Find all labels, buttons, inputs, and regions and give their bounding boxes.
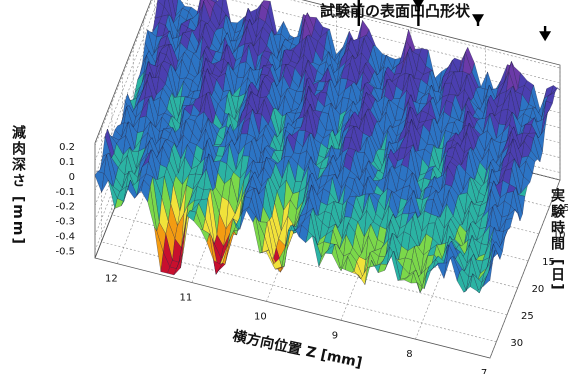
axis-ticks: 0.20.10-0.1-0.2-0.3-0.4-0.50.20.10-0.1-0…	[55, 142, 568, 374]
annotation-arrow	[472, 14, 485, 26]
annotation-arrows	[357, 0, 552, 42]
y-tick-label: 20	[532, 284, 545, 295]
z-tick-label: -0.1	[55, 187, 75, 198]
y-tick-label: 5	[563, 203, 568, 214]
surface-cell	[483, 262, 493, 287]
z-tick-label: 0	[69, 172, 75, 183]
x-tick-label: 9	[332, 330, 338, 341]
z-tick-label: -0.3	[55, 217, 75, 228]
y-tick-label: 30	[510, 338, 523, 349]
z-axis-label-text: 減肉深さ [mm]	[10, 124, 26, 246]
z-tick-label: 0.1	[59, 157, 75, 168]
annotation-arrow	[412, 0, 424, 26]
x-tick-label: 7	[481, 368, 487, 374]
y-tick-label: 25	[521, 311, 534, 322]
x-axis-label: 横方向位置 Z [mm]	[231, 327, 364, 371]
y-tick-label: 10	[553, 230, 566, 241]
surface-plot	[94, 0, 561, 294]
y-axis-label: 実験時間 [日]	[549, 187, 565, 291]
x-tick-label: 11	[180, 293, 193, 304]
annotation-arrow	[539, 26, 552, 42]
z-tick-label: -0.5	[55, 247, 75, 258]
z-tick-label: -0.4	[55, 232, 75, 243]
annotation-label: 試験前の表面凹凸形状	[320, 2, 471, 20]
x-tick-label: 8	[406, 349, 412, 360]
y-axis-label-text: 実験時間 [日]	[549, 187, 565, 291]
annotation-arrow	[357, 0, 360, 26]
surface-cell	[199, 0, 206, 12]
z-tick-label: -0.2	[55, 202, 75, 213]
x-tick-label: 10	[254, 311, 267, 322]
y-tick-label: 15	[542, 257, 555, 268]
gridline	[132, 45, 529, 262]
x-tick-label: 12	[105, 274, 118, 285]
z-tick-label: 0.2	[59, 142, 75, 153]
z-axis-label: 減肉深さ [mm]	[10, 124, 26, 246]
gridline	[122, 72, 518, 289]
